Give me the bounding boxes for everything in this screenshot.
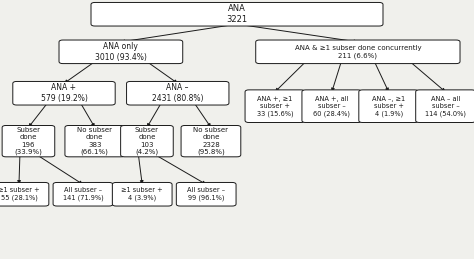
FancyBboxPatch shape (0, 182, 49, 206)
FancyBboxPatch shape (2, 125, 55, 157)
FancyBboxPatch shape (65, 125, 125, 157)
FancyBboxPatch shape (112, 182, 172, 206)
FancyBboxPatch shape (91, 3, 383, 26)
FancyBboxPatch shape (127, 81, 229, 105)
Text: All subser –
99 (96.1%): All subser – 99 (96.1%) (187, 187, 225, 201)
FancyBboxPatch shape (176, 182, 236, 206)
Text: Subser
done
103
(4.2%): Subser done 103 (4.2%) (135, 127, 159, 155)
FancyBboxPatch shape (13, 81, 115, 105)
FancyBboxPatch shape (302, 90, 362, 123)
FancyBboxPatch shape (59, 40, 182, 63)
Text: ANA & ≥1 subser done concurrently
211 (6.6%): ANA & ≥1 subser done concurrently 211 (6… (294, 45, 421, 59)
Text: ANA +, all
subser –
60 (28.4%): ANA +, all subser – 60 (28.4%) (313, 96, 350, 117)
Text: ANA –, ≥1
subser +
4 (1.9%): ANA –, ≥1 subser + 4 (1.9%) (372, 96, 405, 117)
FancyBboxPatch shape (53, 182, 113, 206)
Text: ≥1 subser +
4 (3.9%): ≥1 subser + 4 (3.9%) (121, 187, 163, 201)
Text: No subser
done
2328
(95.8%): No subser done 2328 (95.8%) (193, 127, 228, 155)
Text: ANA
3221: ANA 3221 (227, 4, 247, 24)
FancyBboxPatch shape (255, 40, 460, 63)
Text: All subser –
141 (71.9%): All subser – 141 (71.9%) (63, 187, 103, 201)
Text: ANA only
3010 (93.4%): ANA only 3010 (93.4%) (95, 42, 147, 62)
Text: ANA +
579 (19.2%): ANA + 579 (19.2%) (41, 83, 87, 103)
Text: ANA – all
subser –
114 (54.0%): ANA – all subser – 114 (54.0%) (425, 96, 466, 117)
FancyBboxPatch shape (245, 90, 305, 123)
Text: Subser
done
196
(33.9%): Subser done 196 (33.9%) (15, 127, 42, 155)
FancyBboxPatch shape (120, 125, 173, 157)
Text: No subser
done
383
(66.1%): No subser done 383 (66.1%) (77, 127, 112, 155)
FancyBboxPatch shape (416, 90, 474, 123)
Text: ANA –
2431 (80.8%): ANA – 2431 (80.8%) (152, 83, 203, 103)
Text: ANA +, ≥1
subser +
33 (15.6%): ANA +, ≥1 subser + 33 (15.6%) (256, 96, 293, 117)
Text: ≥1 subser +
55 (28.1%): ≥1 subser + 55 (28.1%) (0, 187, 40, 201)
FancyBboxPatch shape (359, 90, 419, 123)
FancyBboxPatch shape (181, 125, 241, 157)
